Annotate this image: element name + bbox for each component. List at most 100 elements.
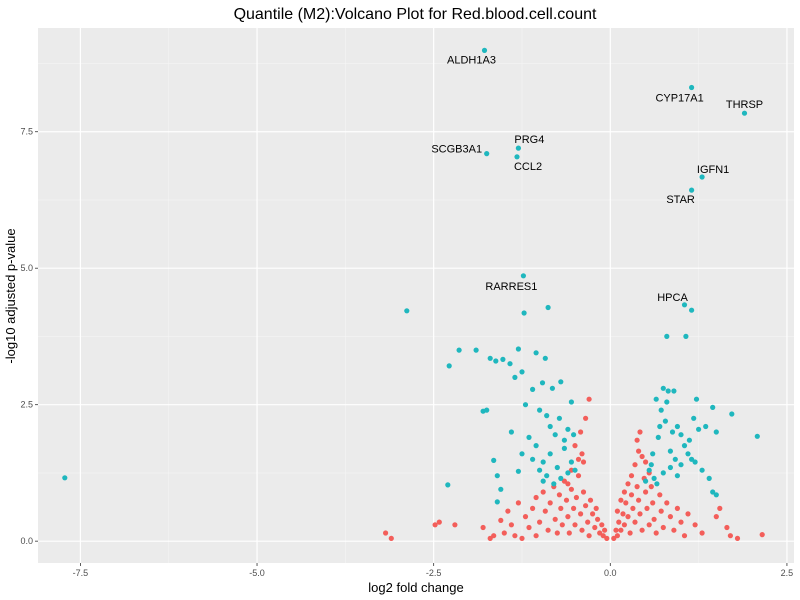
data-point-significant xyxy=(544,473,550,479)
data-point-significant xyxy=(710,404,716,410)
point-label-ccl2: CCL2 xyxy=(514,161,542,173)
data-point-significant xyxy=(533,443,539,449)
data-point-not-significant xyxy=(636,497,642,503)
data-point-significant xyxy=(473,347,479,353)
x-axis-title: log2 fold change xyxy=(368,580,463,595)
data-point-not-significant xyxy=(505,508,511,514)
data-point-significant xyxy=(493,358,499,364)
data-point-not-significant xyxy=(542,508,548,514)
data-point-not-significant xyxy=(452,522,458,528)
data-point-not-significant xyxy=(621,522,628,528)
data-point-significant xyxy=(710,489,716,495)
data-point-significant xyxy=(515,468,522,474)
data-point-significant xyxy=(706,475,712,481)
y-tick-label: 5.0 xyxy=(20,263,33,273)
data-point-not-significant xyxy=(678,519,684,525)
data-point-significant xyxy=(547,423,553,430)
data-point-significant xyxy=(540,478,546,484)
data-point-not-significant xyxy=(432,522,438,528)
data-point-significant xyxy=(660,470,666,476)
y-tick-label: 0.0 xyxy=(20,536,33,546)
data-point-not-significant xyxy=(667,514,674,520)
data-point-significant xyxy=(568,399,575,405)
data-point-not-significant xyxy=(643,489,649,495)
data-point-significant xyxy=(692,459,698,465)
data-point-not-significant xyxy=(552,516,558,522)
data-point-not-significant xyxy=(592,524,598,531)
data-point-significant xyxy=(565,426,571,432)
data-point-significant xyxy=(62,475,68,481)
data-point-significant xyxy=(672,456,678,462)
data-point-significant xyxy=(664,333,670,339)
point-label-thrsp: THRSP xyxy=(726,99,763,111)
data-point-not-significant xyxy=(498,517,504,524)
data-point-not-significant xyxy=(627,530,633,536)
data-point-not-significant xyxy=(436,519,442,525)
data-point-labeled xyxy=(481,47,488,54)
data-point-significant xyxy=(681,443,688,449)
data-point-significant xyxy=(669,429,676,435)
data-point-not-significant xyxy=(650,500,656,506)
data-point-not-significant xyxy=(625,514,631,520)
data-point-not-significant xyxy=(530,505,536,511)
x-tick-label: -5.0 xyxy=(249,568,265,578)
data-point-significant xyxy=(487,355,493,361)
data-point-not-significant xyxy=(388,535,394,542)
data-point-significant xyxy=(519,369,525,375)
data-point-not-significant xyxy=(565,481,571,487)
data-point-not-significant xyxy=(519,535,525,542)
data-point-not-significant xyxy=(600,533,606,539)
x-tick-label: -7.5 xyxy=(73,568,89,578)
data-point-significant xyxy=(494,473,500,479)
data-points xyxy=(62,47,765,542)
data-point-not-significant xyxy=(537,519,543,525)
data-point-not-significant xyxy=(512,533,518,539)
grid-major xyxy=(38,28,794,563)
data-point-not-significant xyxy=(590,511,596,517)
data-point-not-significant xyxy=(634,484,640,490)
data-point-not-significant xyxy=(618,527,624,533)
data-point-not-significant xyxy=(586,396,592,402)
data-point-not-significant xyxy=(628,473,635,479)
data-point-not-significant xyxy=(632,462,638,468)
data-point-not-significant xyxy=(611,535,617,542)
point-label-prg4: PRG4 xyxy=(514,134,544,146)
point-label-rarres1: RARRES1 xyxy=(485,281,537,293)
data-point-not-significant xyxy=(597,530,603,536)
data-point-significant xyxy=(686,437,693,443)
data-point-not-significant xyxy=(580,459,587,465)
data-point-significant xyxy=(515,346,522,352)
data-point-significant xyxy=(678,462,684,468)
data-point-significant xyxy=(653,396,659,402)
data-point-significant xyxy=(650,451,656,457)
y-tick-label: 7.5 xyxy=(20,127,33,137)
data-point-not-significant xyxy=(566,530,572,536)
data-point-significant xyxy=(699,467,705,473)
data-point-significant xyxy=(530,386,536,392)
data-point-not-significant xyxy=(515,500,522,506)
data-point-not-significant xyxy=(568,486,575,492)
data-point-significant xyxy=(561,437,568,443)
data-point-not-significant xyxy=(713,514,719,520)
data-point-significant xyxy=(561,445,568,451)
data-point-not-significant xyxy=(575,456,582,462)
data-point-significant xyxy=(522,402,529,408)
data-point-not-significant xyxy=(664,500,670,506)
data-point-not-significant xyxy=(734,535,741,542)
chart-title: Quantile (M2):Volcano Plot for Red.blood… xyxy=(234,6,597,23)
data-point-not-significant xyxy=(724,524,730,531)
data-point-significant xyxy=(660,385,666,391)
data-point-not-significant xyxy=(646,522,652,528)
point-label-scgb3a1: SCGB3A1 xyxy=(431,144,482,156)
data-point-significant xyxy=(729,411,735,417)
data-point-significant xyxy=(558,475,564,481)
data-point-not-significant xyxy=(583,503,589,509)
data-point-not-significant xyxy=(579,451,585,457)
data-point-significant xyxy=(693,396,700,402)
data-point-not-significant xyxy=(623,500,629,506)
data-point-not-significant xyxy=(699,530,705,536)
data-point-significant xyxy=(713,429,719,435)
data-point-labeled xyxy=(689,84,695,91)
data-point-significant xyxy=(537,467,543,473)
